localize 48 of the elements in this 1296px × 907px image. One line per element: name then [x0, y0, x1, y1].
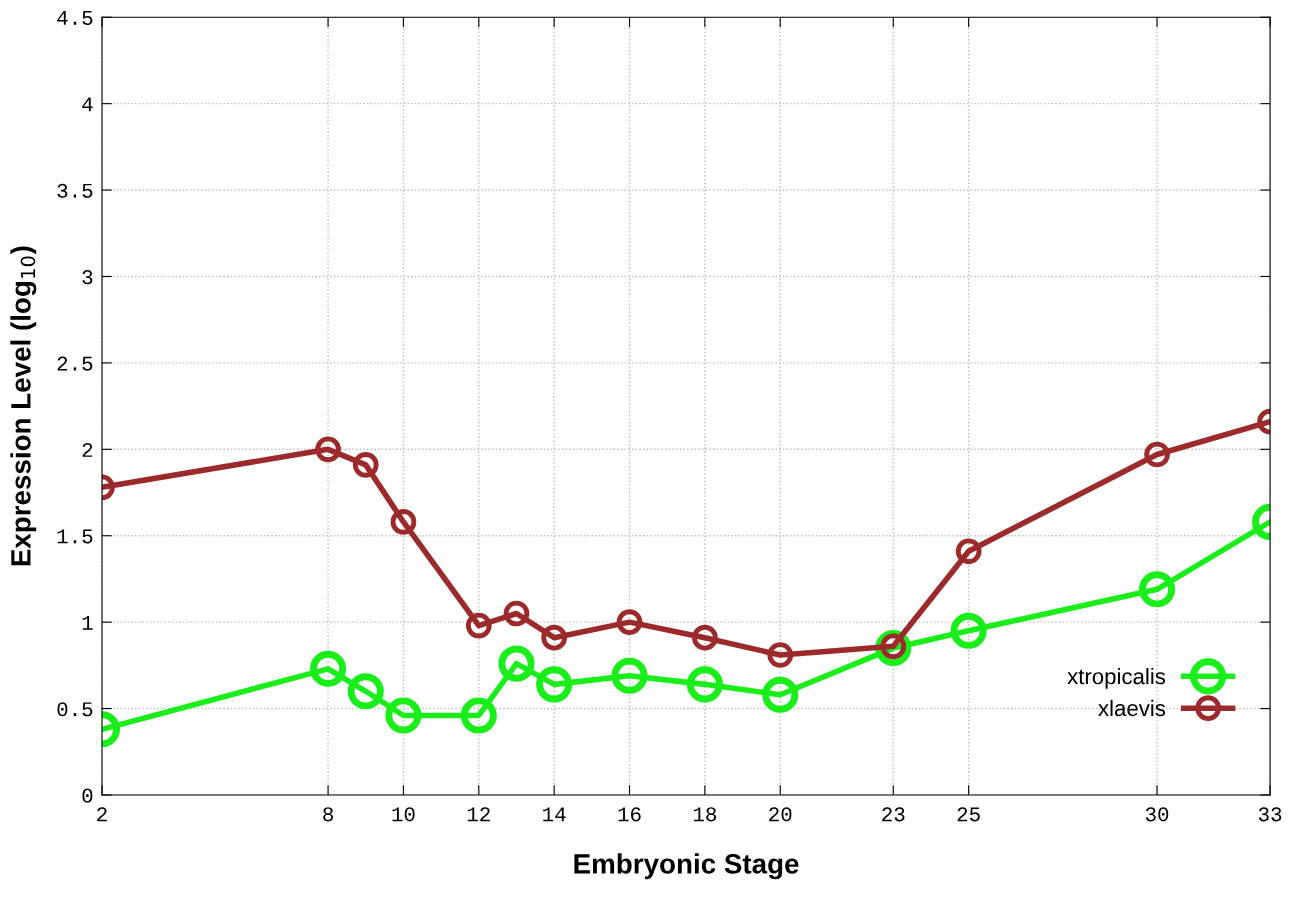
y-tick-label: 2: [82, 442, 93, 457]
x-tick-label: 12: [467, 807, 490, 822]
point: [955, 538, 982, 565]
point: [498, 645, 535, 682]
y-tick-label: 1.5: [57, 529, 93, 544]
point: [385, 697, 422, 734]
point: [1138, 571, 1176, 608]
x-tick-label: 10: [392, 807, 415, 822]
point: [460, 697, 497, 734]
point: [347, 673, 384, 710]
y-tick-label: 4.5: [57, 11, 93, 25]
point: [762, 676, 799, 713]
point: [352, 452, 379, 478]
x-tick-label: 20: [769, 807, 792, 822]
y-tick-label: 4: [82, 97, 93, 112]
x-tick-label: 8: [323, 807, 333, 822]
x-axis-title: Embryonic Stage: [574, 853, 799, 880]
x-tick-label: 16: [618, 807, 641, 822]
y-tick-label: 0: [82, 788, 93, 803]
x-tick-label: 18: [693, 807, 717, 822]
x-tick-label: 23: [882, 807, 905, 822]
point: [611, 657, 648, 694]
y-tick-label: 2.5: [57, 356, 93, 371]
point: [1144, 441, 1170, 468]
point: [616, 609, 643, 635]
x-tick-label: 2: [97, 807, 107, 822]
y-axis-title: Expression Level (log$_{10}$): [10, 246, 37, 566]
point: [692, 624, 718, 651]
point: [310, 650, 347, 687]
y-tick-label: 1: [82, 615, 93, 630]
y-tick-label: 3.5: [57, 183, 93, 198]
x-tick-label: 14: [543, 807, 566, 822]
point: [767, 642, 794, 668]
point: [503, 600, 530, 627]
x-tick-label: 30: [1145, 807, 1169, 822]
point: [950, 612, 987, 649]
point: [465, 612, 492, 639]
x-tick-label: 25: [957, 807, 980, 822]
point: [541, 624, 567, 651]
y-tick-label: 0.5: [57, 702, 93, 717]
point: [536, 666, 573, 703]
legend-label: xtropicalis: [1067, 668, 1166, 689]
legend-label: xlaevis: [1098, 699, 1166, 717]
point: [390, 509, 417, 535]
point: [315, 436, 341, 463]
x-tick-label: 33: [1258, 807, 1282, 822]
y-tick-label: 3: [82, 270, 93, 285]
point: [686, 666, 723, 703]
